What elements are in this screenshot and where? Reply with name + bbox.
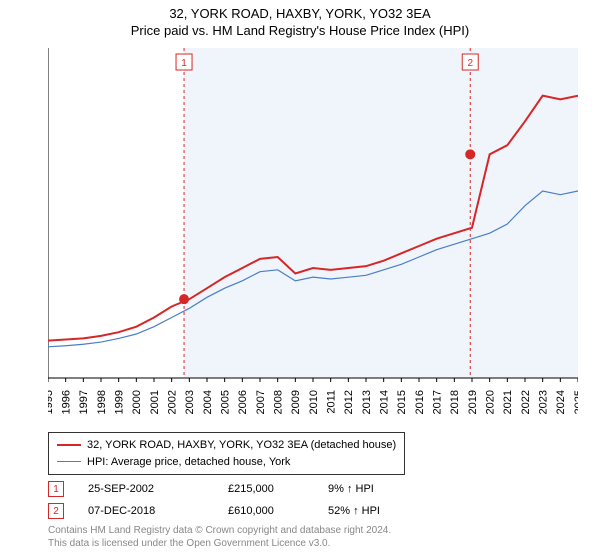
legend-row-0: 32, YORK ROAD, HAXBY, YORK, YO32 3EA (de… (57, 437, 396, 454)
svg-text:2018: 2018 (449, 390, 461, 414)
svg-text:2006: 2006 (237, 390, 249, 414)
legend-text-0: 32, YORK ROAD, HAXBY, YORK, YO32 3EA (de… (87, 437, 396, 454)
marker-badge-0: 1 (48, 481, 64, 497)
svg-text:2001: 2001 (149, 390, 161, 414)
svg-text:2014: 2014 (379, 390, 391, 414)
svg-text:2002: 2002 (167, 390, 179, 414)
marker-price-0: £215,000 (228, 483, 328, 495)
marker-row-1: 2 07-DEC-2018 £610,000 52% ↑ HPI (48, 500, 428, 522)
svg-text:2003: 2003 (184, 390, 196, 414)
marker-badge-1: 2 (48, 503, 64, 519)
chart-svg: £0£100K£200K£300K£400K£500K£600K£700K£80… (48, 48, 578, 418)
svg-text:2015: 2015 (396, 390, 408, 414)
legend-box: 32, YORK ROAD, HAXBY, YORK, YO32 3EA (de… (48, 432, 405, 475)
svg-text:2020: 2020 (485, 390, 497, 414)
legend-row-1: HPI: Average price, detached house, York (57, 454, 396, 471)
title-sub: Price paid vs. HM Land Registry's House … (0, 23, 600, 38)
svg-text:2010: 2010 (308, 390, 320, 414)
svg-text:2025: 2025 (573, 390, 578, 414)
svg-text:2024: 2024 (555, 390, 567, 414)
marker-pct-0: 9% ↑ HPI (328, 483, 428, 495)
marker-pct-1: 52% ↑ HPI (328, 505, 428, 517)
svg-text:2000: 2000 (131, 390, 143, 414)
svg-text:2016: 2016 (414, 390, 426, 414)
svg-text:1: 1 (181, 58, 187, 69)
svg-text:1999: 1999 (114, 390, 126, 414)
svg-text:1996: 1996 (61, 390, 73, 414)
svg-text:2022: 2022 (520, 390, 532, 414)
legend-swatch-1 (57, 461, 81, 462)
title-block: 32, YORK ROAD, HAXBY, YORK, YO32 3EA Pri… (0, 0, 600, 38)
svg-text:2023: 2023 (538, 390, 550, 414)
marker-price-1: £610,000 (228, 505, 328, 517)
marker-row-0: 1 25-SEP-2002 £215,000 9% ↑ HPI (48, 478, 428, 500)
marker-table: 1 25-SEP-2002 £215,000 9% ↑ HPI 2 07-DEC… (48, 478, 428, 522)
svg-text:2017: 2017 (432, 390, 444, 414)
svg-text:2004: 2004 (202, 390, 214, 414)
svg-text:2012: 2012 (343, 390, 355, 414)
svg-text:1998: 1998 (96, 390, 108, 414)
svg-text:2021: 2021 (502, 390, 514, 414)
svg-text:1997: 1997 (78, 390, 90, 414)
footer: Contains HM Land Registry data © Crown c… (48, 524, 391, 550)
svg-text:1995: 1995 (48, 390, 55, 414)
svg-text:2008: 2008 (273, 390, 285, 414)
legend-text-1: HPI: Average price, detached house, York (87, 454, 290, 471)
svg-text:2: 2 (467, 58, 473, 69)
svg-text:2005: 2005 (220, 390, 232, 414)
marker-date-0: 25-SEP-2002 (64, 483, 228, 495)
svg-text:2013: 2013 (361, 390, 373, 414)
marker-date-1: 07-DEC-2018 (64, 505, 228, 517)
svg-text:2007: 2007 (255, 390, 267, 414)
svg-text:2011: 2011 (326, 390, 338, 414)
legend-swatch-0 (57, 444, 81, 446)
title-main: 32, YORK ROAD, HAXBY, YORK, YO32 3EA (0, 6, 600, 21)
svg-text:2019: 2019 (467, 390, 479, 414)
footer-line1: Contains HM Land Registry data © Crown c… (48, 524, 391, 537)
chart-area: £0£100K£200K£300K£400K£500K£600K£700K£80… (48, 48, 578, 378)
footer-line2: This data is licensed under the Open Gov… (48, 537, 391, 550)
svg-text:2009: 2009 (290, 390, 302, 414)
